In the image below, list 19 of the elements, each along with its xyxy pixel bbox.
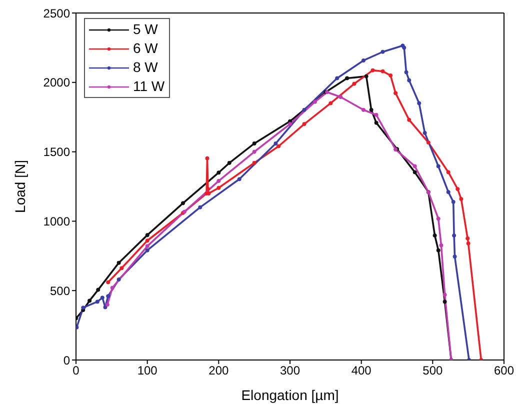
x-tick-label: 600: [494, 364, 514, 378]
legend-label: 8 W: [133, 58, 158, 77]
x-tick-label: 200: [208, 364, 229, 378]
legend-label: 11 W: [133, 77, 165, 96]
legend-label: 6 W: [133, 39, 158, 58]
x-tick-label: 300: [280, 364, 300, 378]
x-tick-label: 100: [137, 364, 158, 378]
y-axis-title: Load [N]: [12, 160, 28, 213]
x-tick-label: 500: [422, 364, 443, 378]
y-tick-label: 1000: [43, 214, 70, 228]
y-tick-label: 500: [50, 284, 70, 298]
y-tick-label: 1500: [43, 145, 70, 160]
y-tick-label: 0: [63, 353, 70, 368]
y-tick-label: 2500: [43, 6, 70, 20]
x-tick-label: 400: [351, 364, 372, 378]
legend-label: 5 W: [133, 20, 158, 39]
x-axis-title: Elongation [µm]: [241, 387, 339, 403]
y-tick-label: 2000: [43, 76, 70, 90]
x-tick-label: 0: [72, 364, 80, 378]
